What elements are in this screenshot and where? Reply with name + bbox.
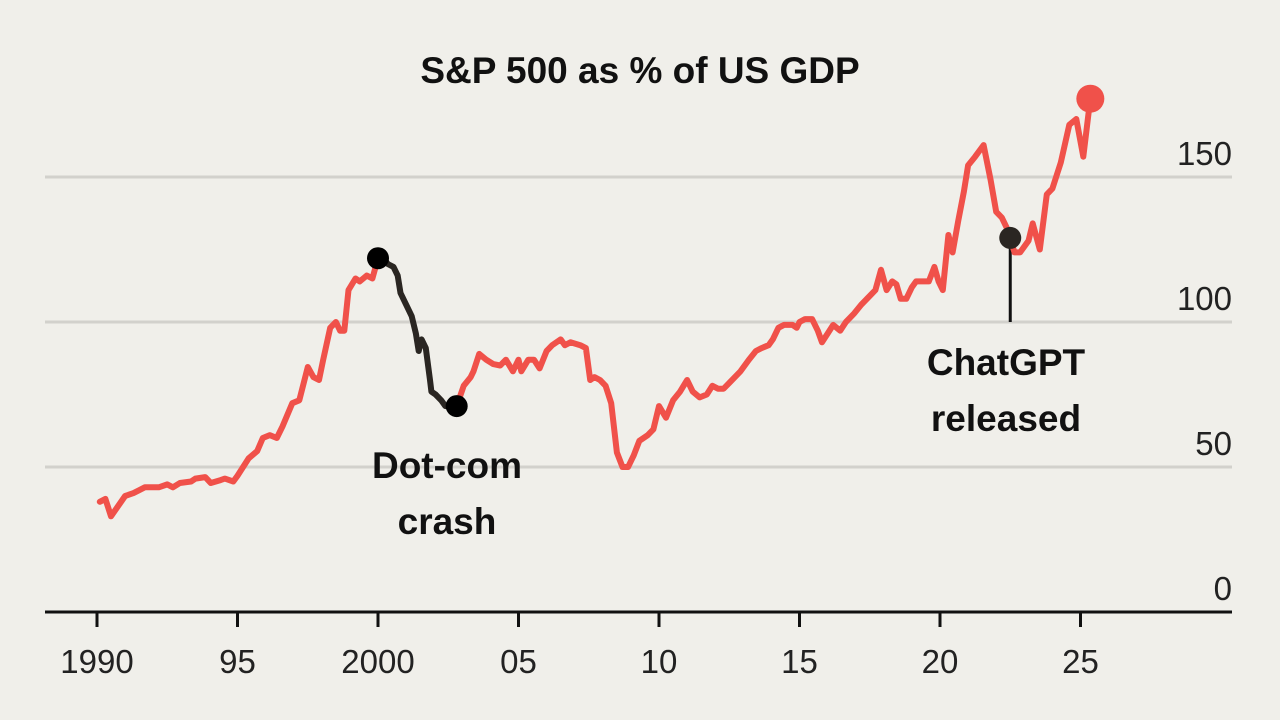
y-axis-ticks: 0 50 100 150: [1177, 135, 1232, 607]
chatgpt-label-line2: released: [931, 398, 1081, 439]
y-tick-label: 100: [1177, 280, 1232, 317]
x-tick-label: 1990: [60, 643, 133, 680]
data-point-marker: [367, 247, 389, 270]
x-tick-label: 15: [781, 643, 818, 680]
x-tick-label: 25: [1062, 643, 1099, 680]
series-line: [375, 255, 460, 410]
dotcom-label-line2: crash: [398, 501, 497, 542]
x-tick-label: 2000: [341, 643, 414, 680]
data-point-marker: [999, 226, 1022, 249]
data-point-marker: [445, 395, 468, 418]
x-tick-label: 05: [500, 643, 537, 680]
data-point-marker: [1076, 84, 1105, 113]
x-tick-label: 95: [219, 643, 256, 680]
chart-title: S&P 500 as % of US GDP: [420, 50, 859, 91]
x-tick-label: 10: [641, 643, 678, 680]
chatgpt-annotation: ChatGPT released: [927, 342, 1086, 439]
series-line: [96, 255, 381, 520]
series-line: [453, 95, 1094, 470]
y-tick-label: 50: [1195, 425, 1232, 462]
y-tick-label: 150: [1177, 135, 1232, 172]
x-axis-ticks: 1990 95 2000 05 10 15 20 25: [60, 612, 1099, 680]
dotcom-label-line1: Dot-com: [372, 445, 522, 486]
y-tick-label: 0: [1214, 570, 1232, 607]
dotcom-annotation: Dot-com crash: [372, 445, 522, 542]
chatgpt-label-line1: ChatGPT: [927, 342, 1086, 383]
series-lines: [96, 95, 1094, 520]
markers: [367, 84, 1105, 418]
x-tick-label: 20: [922, 643, 959, 680]
